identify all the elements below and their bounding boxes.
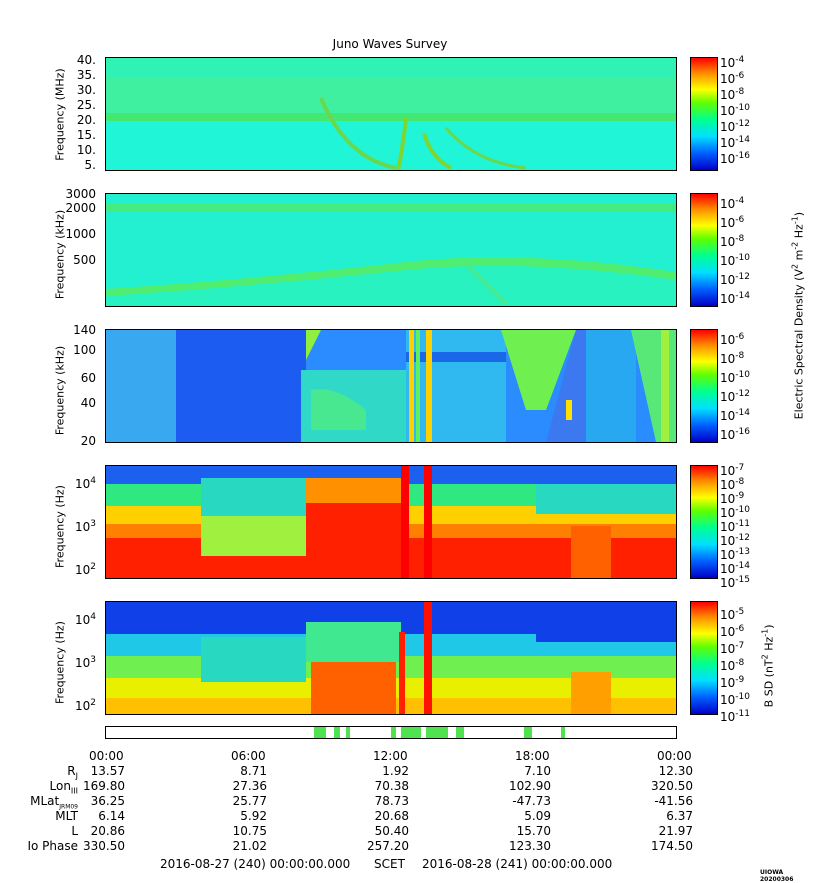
ytick: 40. [76, 53, 96, 67]
colorbar-tick: 10-8 [720, 234, 745, 249]
spectrogram-panel-khz-high [105, 193, 677, 307]
colorbar-tick: 10-11 [720, 519, 750, 534]
mode-flag-bar [105, 726, 677, 739]
xtick: 12:00 [373, 749, 408, 763]
colorbar-1 [690, 57, 718, 171]
ytick: 104 [74, 612, 96, 627]
spectrogram-panel-khz-low [105, 329, 677, 443]
ytick: 10. [76, 143, 96, 157]
colorbar-tick: 10-9 [720, 675, 745, 690]
footer-start-time: 2016-08-27 (240) 00:00:00.000 [160, 857, 351, 871]
ytick: 2000 [65, 201, 96, 215]
colorbar-tick: 10-12 [720, 533, 750, 548]
colorbar-tick: 10-14 [720, 135, 750, 150]
spectrogram-panel-hz-magnetic [105, 601, 677, 715]
spectrogram-panel-hz-electric [105, 465, 677, 579]
colorbar-tick: 10-14 [720, 291, 750, 306]
ytick: 35. [76, 68, 96, 82]
colorbar-tick: 10-12 [720, 389, 750, 404]
colorbar-tick: 10-4 [720, 196, 745, 211]
colorbar-tick: 10-9 [720, 491, 745, 506]
colorbar-tick: 10-12 [720, 119, 750, 134]
colorbar-tick: 10-11 [720, 709, 750, 724]
ytick: 102 [74, 562, 96, 577]
colorbar-tick: 10-10 [720, 505, 750, 520]
xtick: 00:00 [657, 749, 692, 763]
footer-end-time: 2016-08-28 (241) 00:00:00.000 [422, 857, 613, 871]
colorbar-tick: 10-14 [720, 561, 750, 576]
ytick: 40 [80, 396, 96, 410]
colorbar-4 [690, 465, 718, 579]
colorbar-tick: 10-10 [720, 692, 750, 707]
xtick: 06:00 [231, 749, 266, 763]
colorbar-tick: 10-6 [720, 71, 745, 86]
chart-title: Juno Waves Survey [332, 37, 448, 51]
colorbar-tick: 10-8 [720, 658, 745, 673]
colorbar-3 [690, 329, 718, 443]
colorbar-tick: 10-7 [720, 463, 745, 478]
colorbar-tick: 10-12 [720, 272, 750, 287]
colorbar-2 [690, 193, 718, 307]
ytick: 15. [76, 128, 96, 142]
colorbar-tick: 10-8 [720, 477, 745, 492]
xtick: 18:00 [515, 749, 550, 763]
colorbar-tick: 10-5 [720, 607, 745, 622]
ytick: 100 [73, 343, 96, 357]
colorbar-label-electric: Electric Spectral Density (V2 m-2 Hz-1) [790, 211, 806, 420]
ytick: 103 [74, 655, 96, 670]
colorbar-tick: 10-6 [720, 624, 745, 639]
colorbar-5 [690, 601, 718, 715]
spectrogram-panel-mhz [105, 57, 677, 171]
colorbar-tick: 10-13 [720, 547, 750, 562]
ytick: 20. [76, 113, 96, 127]
ytick: 102 [74, 698, 96, 713]
colorbar-tick: 10-8 [720, 351, 745, 366]
credit-stamp: UIOWA 20200306 [760, 869, 794, 883]
colorbar-tick: 10-4 [720, 55, 745, 70]
colorbar-tick: 10-8 [720, 87, 745, 102]
colorbar-tick: 10-7 [720, 641, 745, 656]
colorbar-tick: 10-10 [720, 253, 750, 268]
colorbar-tick: 10-15 [720, 575, 750, 590]
ytick: 104 [74, 476, 96, 491]
ytick: 3000 [65, 187, 96, 201]
ytick: 60 [80, 371, 96, 385]
colorbar-tick: 10-6 [720, 215, 745, 230]
colorbar-tick: 10-16 [720, 151, 750, 166]
ytick: 140 [73, 323, 96, 337]
footer-scet-label: SCET [374, 857, 405, 871]
ytick: 30. [76, 83, 96, 97]
colorbar-tick: 10-6 [720, 332, 745, 347]
xtick: 00:00 [89, 749, 124, 763]
ytick: 500 [73, 253, 96, 267]
colorbar-tick: 10-14 [720, 408, 750, 423]
ytick: 5. [84, 158, 96, 172]
colorbar-label-magnetic: B SD (nT2 Hz-1) [760, 624, 776, 708]
colorbar-tick: 10-16 [720, 427, 750, 442]
ytick: 25. [76, 98, 96, 112]
colorbar-tick: 10-10 [720, 103, 750, 118]
ytick: 1000 [65, 227, 96, 241]
colorbar-tick: 10-10 [720, 370, 750, 385]
ytick: 103 [74, 519, 96, 534]
ytick: 20 [80, 434, 96, 448]
